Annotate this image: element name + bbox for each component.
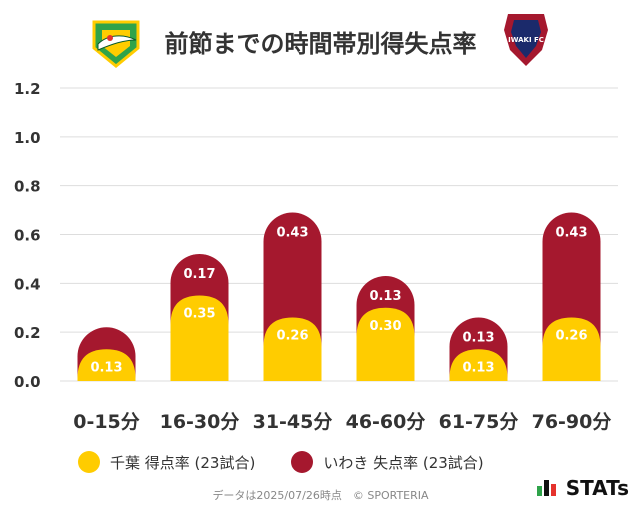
y-axis: 0.0 0.2 0.4 0.6 0.8 1.0 1.2 <box>14 80 41 391</box>
y-tick-label: 0.4 <box>14 275 41 293</box>
legend: 千葉 得点率 (23試合) いわき 失点率 (23試合) <box>78 448 520 476</box>
x-tick-label: 61-75分 <box>439 411 519 433</box>
bar-home <box>170 295 229 381</box>
bars: 0.13 0.35 0.17 0.26 0.43 0.30 0.13 0.13 0.13 0.26… <box>77 212 601 381</box>
data-label-away: 0.13 <box>369 289 401 304</box>
data-label-away: 0.43 <box>276 226 308 241</box>
legend-swatch-away <box>291 451 314 473</box>
data-label-home: 0.13 <box>462 360 494 375</box>
x-tick-label: 0-15分 <box>73 411 140 433</box>
y-tick-label: 0.2 <box>14 324 41 342</box>
bar-home <box>356 307 415 381</box>
chart-title: 前節までの時間帯別得失点率 <box>164 30 477 58</box>
data-label-home: 0.30 <box>369 319 401 334</box>
jef-united-chiba-crest-icon <box>92 20 140 68</box>
bar-home <box>263 317 322 381</box>
legend-item-home: 千葉 得点率 (23試合) <box>78 451 255 473</box>
x-tick-label: 46-60分 <box>346 411 426 433</box>
x-tick-label: 16-30分 <box>160 411 240 433</box>
y-tick-label: 1.2 <box>14 80 41 98</box>
data-label-home: 0.13 <box>90 360 122 375</box>
data-label-away: 0.17 <box>183 267 215 282</box>
stats-logo-text: STATs <box>565 476 629 500</box>
data-label-home: 0.35 <box>183 307 215 322</box>
x-tick-label: 31-45分 <box>253 411 333 433</box>
data-label-away: 0.13 <box>462 331 494 346</box>
y-tick-label: 0.6 <box>14 227 41 245</box>
stats-bars-icon <box>536 480 558 496</box>
bar-home <box>542 317 601 381</box>
y-tick-label: 1.0 <box>14 129 41 147</box>
legend-item-away: いわき 失点率 (23試合) <box>291 451 484 473</box>
legend-label-home: 千葉 得点率 (23試合) <box>110 453 256 472</box>
y-tick-label: 0.0 <box>14 373 41 391</box>
x-axis: 0-15分 16-30分 31-45分 46-60分 61-75分 76-90分 <box>73 411 611 433</box>
bar-home <box>77 349 136 381</box>
iwaki-fc-crest-icon: IWAKI FC <box>504 14 548 66</box>
data-label-home: 0.26 <box>276 329 308 344</box>
bar-home <box>449 349 508 381</box>
footer-note: データは2025/07/26時点 © SPORTERIA <box>212 489 429 502</box>
data-label-home: 0.26 <box>555 329 587 344</box>
legend-label-away: いわき 失点率 (23試合) <box>323 453 484 472</box>
x-tick-label: 76-90分 <box>532 411 612 433</box>
grid-lines <box>60 87 618 382</box>
legend-swatch-home <box>78 451 100 473</box>
y-tick-label: 0.8 <box>14 178 41 196</box>
svg-text:IWAKI FC: IWAKI FC <box>508 36 544 44</box>
stats-logo: STATs <box>536 476 629 500</box>
data-label-away: 0.43 <box>555 226 587 241</box>
